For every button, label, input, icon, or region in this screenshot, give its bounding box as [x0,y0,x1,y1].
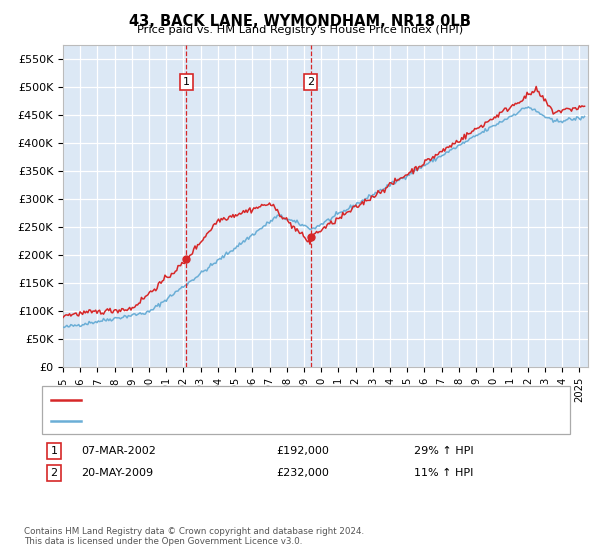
Text: £232,000: £232,000 [276,468,329,478]
Text: 43, BACK LANE, WYMONDHAM, NR18 0LB (detached house): 43, BACK LANE, WYMONDHAM, NR18 0LB (deta… [87,395,398,405]
Text: 07-MAR-2002: 07-MAR-2002 [81,446,156,456]
Text: HPI: Average price, detached house, South Norfolk: HPI: Average price, detached house, Sout… [87,416,351,426]
Text: 20-MAY-2009: 20-MAY-2009 [81,468,153,478]
Text: £192,000: £192,000 [276,446,329,456]
Text: 1: 1 [50,446,58,456]
Text: 43, BACK LANE, WYMONDHAM, NR18 0LB: 43, BACK LANE, WYMONDHAM, NR18 0LB [129,14,471,29]
Text: 11% ↑ HPI: 11% ↑ HPI [414,468,473,478]
Text: Contains HM Land Registry data © Crown copyright and database right 2024.
This d: Contains HM Land Registry data © Crown c… [24,526,364,546]
Text: 29% ↑ HPI: 29% ↑ HPI [414,446,473,456]
Text: 2: 2 [307,77,314,87]
Text: 1: 1 [183,77,190,87]
Text: Price paid vs. HM Land Registry's House Price Index (HPI): Price paid vs. HM Land Registry's House … [137,25,463,35]
Text: 2: 2 [50,468,58,478]
